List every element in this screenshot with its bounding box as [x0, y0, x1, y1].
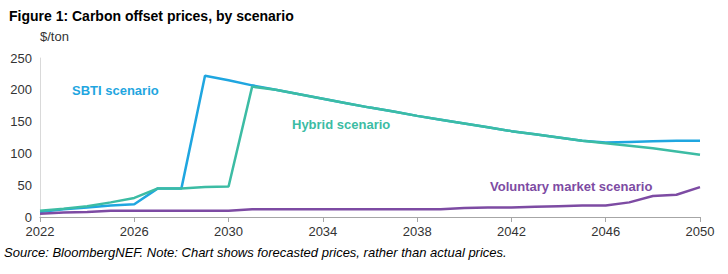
svg-text:2030: 2030: [214, 224, 243, 239]
svg-text:2050: 2050: [686, 224, 715, 239]
svg-text:Figure 1: Carbon offset prices: Figure 1: Carbon offset prices, by scena…: [9, 8, 294, 24]
svg-text:2026: 2026: [120, 224, 149, 239]
svg-text:2034: 2034: [308, 224, 337, 239]
svg-text:2042: 2042: [497, 224, 526, 239]
svg-text:250: 250: [10, 51, 32, 66]
svg-text:0: 0: [25, 210, 32, 225]
svg-text:50: 50: [18, 178, 32, 193]
svg-text:2022: 2022: [26, 224, 55, 239]
svg-text:Source: BloombergNEF. Note: Ch: Source: BloombergNEF. Note: Chart shows …: [4, 245, 507, 260]
svg-text:Voluntary market scenario: Voluntary market scenario: [490, 179, 652, 194]
svg-text:2038: 2038: [403, 224, 432, 239]
svg-text:Hybrid scenario: Hybrid scenario: [292, 117, 390, 132]
svg-text:150: 150: [10, 114, 32, 129]
svg-text:200: 200: [10, 82, 32, 97]
svg-text:SBTI scenario: SBTI scenario: [72, 83, 159, 98]
svg-text:2046: 2046: [591, 224, 620, 239]
svg-text:$/ton: $/ton: [40, 29, 69, 44]
svg-text:100: 100: [10, 146, 32, 161]
